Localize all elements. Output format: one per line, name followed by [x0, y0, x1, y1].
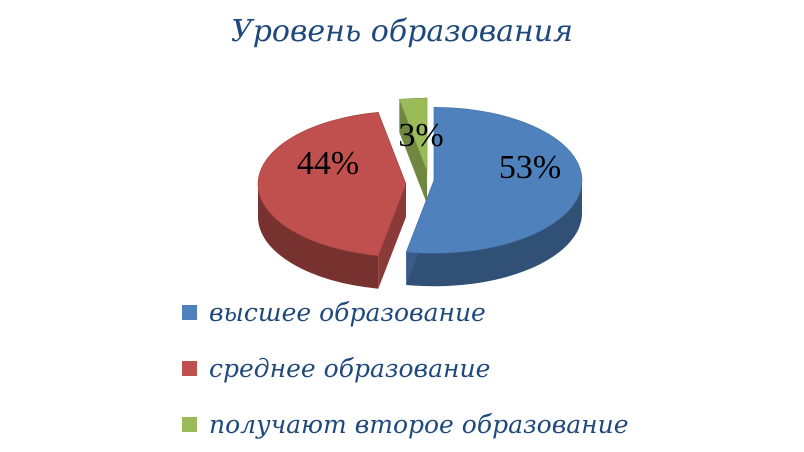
pie-slice [257, 111, 407, 289]
pie-slice-wall [399, 99, 428, 205]
pie-slice [398, 97, 428, 205]
legend-item-secondary-education: среднее образование [182, 340, 629, 396]
pie-slice-side [406, 180, 582, 287]
data-label: 3% [398, 117, 443, 154]
pie-slice-top [405, 106, 583, 254]
legend-label: высшее образование [209, 297, 486, 327]
legend-label: получают второе образование [209, 409, 629, 439]
legend-item-higher-education: высшее образование [182, 284, 629, 340]
data-label: 44% [297, 145, 359, 182]
pie-slice-side [258, 184, 379, 289]
legend: высшее образование среднее образование п… [182, 284, 629, 452]
data-label: 53% [499, 149, 561, 186]
legend-swatch [182, 416, 197, 432]
pie-slice-top [398, 97, 428, 172]
pie-slice [405, 106, 583, 287]
legend-swatch [182, 360, 197, 376]
legend-label: среднее образование [209, 353, 491, 383]
pie-slice-top [257, 111, 407, 257]
legend-item-second-degree: получают второе образование [182, 396, 629, 452]
legend-swatch [182, 304, 197, 320]
pie-slice-wall [378, 184, 406, 289]
chart-title: Уровень образования [231, 14, 573, 49]
